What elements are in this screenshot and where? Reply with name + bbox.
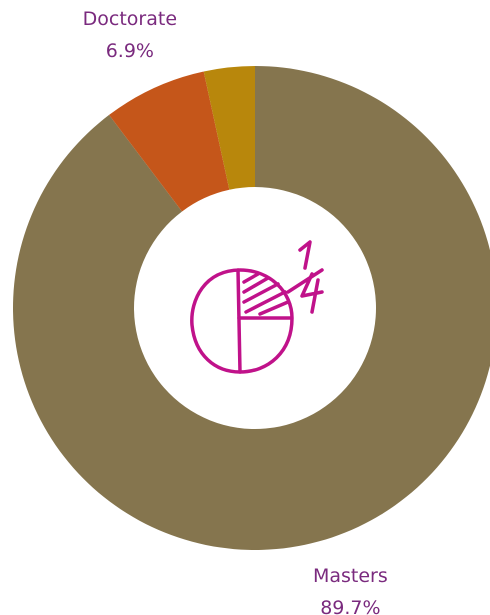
slice — [203, 66, 255, 190]
slices — [13, 66, 490, 550]
slice — [109, 71, 230, 212]
slice-label: Masters — [313, 565, 388, 587]
value-label: 89.7% — [320, 597, 380, 615]
slice-label: Doctorate — [83, 8, 177, 30]
slice — [13, 66, 490, 550]
labels: Masters 89.7% Doctorate 6.9% — [83, 8, 388, 615]
center-icon — [190, 240, 324, 374]
value-label: 6.9% — [106, 40, 154, 62]
